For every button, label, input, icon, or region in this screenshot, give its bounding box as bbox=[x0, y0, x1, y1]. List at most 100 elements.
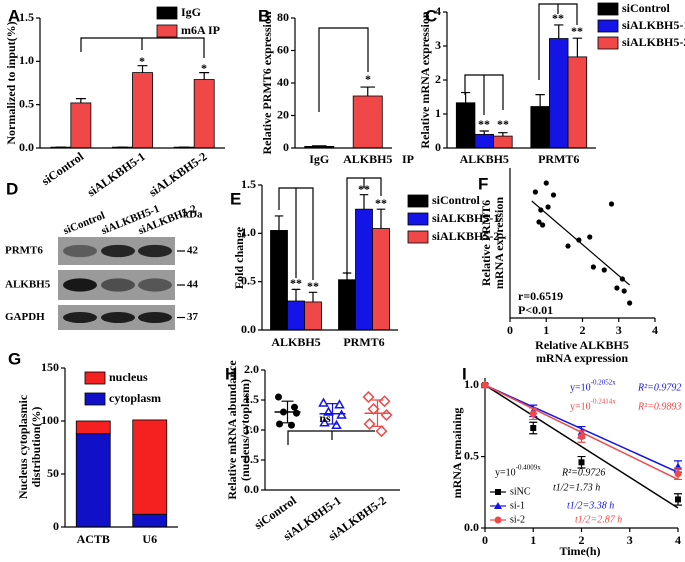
blot-band bbox=[101, 312, 135, 323]
size-label: 44 bbox=[187, 279, 199, 291]
legend-swatch bbox=[156, 6, 178, 20]
annotation: ** bbox=[307, 279, 319, 293]
bar bbox=[338, 279, 356, 331]
y-tick-label: 60 bbox=[277, 42, 289, 56]
annotation: ** bbox=[358, 182, 370, 196]
lane-label: siControl bbox=[62, 210, 107, 238]
x-tick-label: ALKBH5 bbox=[460, 152, 509, 166]
panel-letter: H bbox=[225, 364, 237, 383]
point bbox=[565, 243, 571, 249]
y-tick-label: 0.5 bbox=[464, 448, 479, 462]
point bbox=[545, 204, 551, 210]
row-label: PRMT6 bbox=[5, 245, 43, 257]
y-tick-label: 1.5 bbox=[241, 177, 256, 191]
y-tick-label: 0 bbox=[53, 519, 59, 533]
x-tick-label: 0 bbox=[507, 323, 513, 337]
blot-band bbox=[63, 312, 97, 323]
bar bbox=[530, 106, 550, 149]
error-bar bbox=[137, 65, 148, 73]
y-tick-label: 0.5 bbox=[19, 96, 34, 110]
x-tick-label: siControl bbox=[39, 149, 87, 188]
error-bar bbox=[498, 132, 508, 137]
bar bbox=[372, 228, 390, 331]
legend-label: siALKBH5-2 bbox=[432, 229, 499, 243]
y-tick-label: 1.5 bbox=[244, 392, 259, 406]
size-label: 37 bbox=[187, 311, 199, 323]
y-tick-label: 0.0 bbox=[464, 520, 479, 534]
fit-line bbox=[484, 384, 679, 509]
legend-swatch bbox=[156, 24, 178, 38]
half-life: t1/2=1.73 h bbox=[553, 482, 600, 493]
point bbox=[590, 264, 596, 270]
x-tick-label: 2 bbox=[580, 323, 586, 337]
y-tick-label: 50 bbox=[47, 466, 59, 480]
marker bbox=[495, 489, 501, 495]
dot bbox=[276, 420, 283, 428]
y-tick-label: 4 bbox=[435, 4, 441, 18]
bar bbox=[567, 56, 588, 149]
y-tick-label: 0 bbox=[435, 140, 441, 154]
bracket bbox=[538, 3, 578, 80]
x-tick-label: PRMT6 bbox=[343, 335, 384, 349]
error-bar bbox=[572, 37, 583, 57]
x-tick-label: 3 bbox=[627, 533, 633, 547]
bracket bbox=[464, 74, 504, 115]
error-bar bbox=[554, 24, 564, 39]
dot bbox=[362, 390, 375, 404]
equation: y=10 bbox=[495, 467, 516, 478]
size-label: 42 bbox=[187, 245, 199, 257]
blot-band bbox=[138, 312, 172, 323]
y-axis-label: mRNA remaining bbox=[450, 408, 464, 499]
legend-swatch bbox=[597, 19, 619, 33]
annotation: ** bbox=[552, 11, 564, 25]
x-tick-label: ALKBH5 bbox=[343, 152, 392, 166]
legend-label: siControl bbox=[432, 193, 480, 207]
y-axis-label: Relative mRNA abundance bbox=[225, 360, 239, 500]
bracket bbox=[287, 430, 375, 445]
panel-letter: D bbox=[6, 179, 18, 198]
y-tick-label: 1 bbox=[435, 106, 441, 120]
y-tick-label: 1.0 bbox=[464, 377, 479, 391]
marker bbox=[675, 496, 681, 503]
annotation: ** bbox=[571, 24, 583, 38]
y-tick-label: 0.0 bbox=[244, 482, 259, 496]
x-axis-label: Time(h) bbox=[559, 544, 600, 558]
point bbox=[576, 237, 582, 243]
marker bbox=[674, 470, 682, 478]
marker bbox=[578, 459, 585, 466]
marker bbox=[481, 381, 489, 389]
equation-exponent: -0.4009x bbox=[516, 464, 542, 472]
legend-swatch bbox=[597, 2, 619, 16]
error-bar bbox=[460, 91, 471, 103]
point bbox=[550, 192, 557, 198]
y-tick-label: 0.0 bbox=[241, 322, 256, 336]
x-axis-label: IP bbox=[402, 152, 414, 166]
panel-letter: C bbox=[425, 6, 437, 25]
dot bbox=[293, 409, 300, 417]
panel-letter: I bbox=[462, 364, 467, 383]
x-tick-label: U6 bbox=[142, 532, 157, 546]
x-tick-label: 3 bbox=[616, 323, 622, 337]
y-tick-label: 1.0 bbox=[241, 225, 256, 239]
bar-segment bbox=[132, 513, 168, 528]
blot-band bbox=[63, 244, 97, 258]
dot bbox=[331, 419, 342, 429]
error-bar bbox=[359, 194, 369, 210]
r-squared: R²=0.9792 bbox=[637, 382, 681, 393]
annotation: ** bbox=[290, 276, 302, 290]
row-label: ALKBH5 bbox=[5, 279, 51, 291]
fit-line bbox=[531, 200, 631, 286]
bracket bbox=[80, 37, 205, 58]
unit-label: kDa bbox=[183, 209, 203, 221]
y-axis-label: Fold change bbox=[232, 226, 246, 289]
blot-band bbox=[101, 244, 135, 258]
x-tick-label: siALKBH5-1 bbox=[85, 149, 148, 199]
dot bbox=[380, 408, 393, 422]
x-tick-label: IgG bbox=[309, 152, 329, 166]
legend-label: si-2 bbox=[510, 514, 525, 525]
bar bbox=[549, 38, 569, 149]
x-tick-label: siALKBH5-2 bbox=[146, 149, 209, 199]
row-label: GAPDH bbox=[5, 311, 45, 323]
bar bbox=[193, 79, 215, 149]
x-tick-label: ACTB bbox=[77, 532, 110, 546]
